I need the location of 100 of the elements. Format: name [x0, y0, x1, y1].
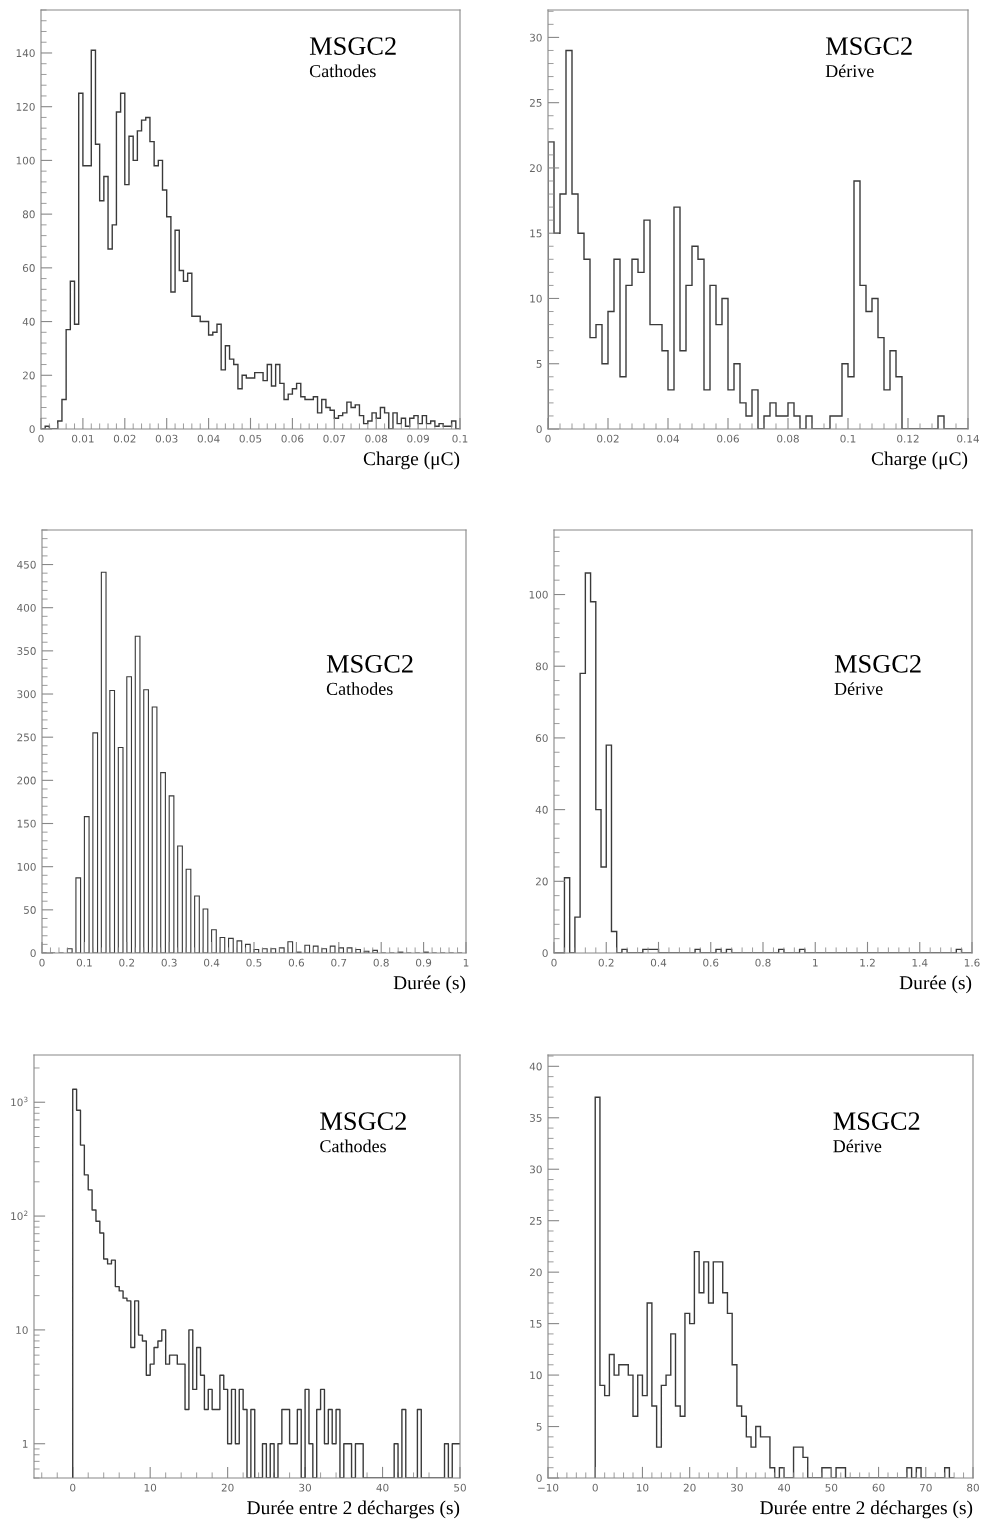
x-axis-title: Durée (s): [393, 975, 466, 994]
x-tick-label: 1.6: [964, 958, 980, 967]
text: Dérive: [825, 64, 874, 78]
x-tick-label: 40: [376, 1483, 389, 1492]
x-axis-title: Durée entre 2 décharges (s): [760, 1500, 973, 1519]
y-tick-label: 120: [16, 102, 35, 111]
y-tick-label: 40: [535, 805, 548, 814]
x-tick-label: 60: [872, 1483, 885, 1492]
x-tick-label: 0.2: [598, 958, 614, 967]
x-tick-label: 0.5: [246, 958, 262, 967]
y-tick-label: 0: [30, 949, 36, 958]
y-tick-label: 30: [529, 1165, 542, 1174]
y-tick-label: 60: [22, 264, 35, 272]
x-tick-label: 0.03: [155, 434, 178, 443]
x-tick-label: 0.08: [365, 434, 388, 443]
y-tick-label: 35: [529, 1114, 542, 1122]
x-tick-label: 0: [592, 1483, 598, 1492]
x-tick-label: 50: [454, 1483, 466, 1492]
x-tick-label: 30: [299, 1483, 312, 1492]
y-tick-label: 100: [16, 156, 35, 165]
x-tick-label: −10: [538, 1483, 559, 1492]
y-tick-label: 5: [536, 1422, 542, 1431]
y-tick-label: 20: [535, 877, 548, 886]
y-tick-label: 10$^{2}$: [11, 1210, 28, 1221]
y-tick-label: 5: [536, 360, 542, 368]
x-axis-title: Charge (μC): [871, 451, 968, 470]
y-tick-label: 150: [17, 819, 36, 828]
y-tick-label: 0: [542, 949, 548, 958]
y-tick-label: 40: [22, 317, 35, 326]
x-tick-label: 0.08: [777, 434, 799, 443]
text: MSGC2: [825, 37, 912, 55]
y-tick-label: 100: [17, 862, 36, 871]
x-tick-label: 50: [825, 1483, 838, 1492]
x-axis-title: Durée (s): [899, 975, 972, 994]
y-tick-label: 250: [17, 733, 36, 742]
y-tick-label: 30: [529, 33, 542, 42]
x-tick-label: 1: [813, 958, 818, 967]
y-tick-label: 20: [529, 164, 542, 173]
x-tick-label: 0.1: [452, 434, 468, 443]
x-tick-label: 0.3: [161, 958, 177, 967]
x-tick-label: 0.05: [239, 434, 262, 443]
y-tick-label: 25: [529, 1216, 542, 1225]
x-tick-label: 0: [70, 1483, 76, 1492]
text: Cathodes: [320, 1139, 386, 1153]
x-axis-title: Charge (μC): [363, 451, 460, 470]
y-tick-label: 80: [535, 662, 548, 671]
x-tick-label: 0.6: [703, 958, 719, 967]
y-tick-label: 100: [529, 590, 548, 599]
x-tick-label: 0.9: [416, 958, 432, 967]
x-tick-label: 1: [463, 958, 469, 967]
x-tick-label: 20: [221, 1483, 234, 1492]
x-tick-label: 0.8: [755, 958, 771, 967]
y-tick-label: 140: [16, 49, 35, 58]
y-tick-label: 25: [529, 98, 542, 107]
x-tick-label: 80: [967, 1483, 979, 1492]
x-tick-label: 0.06: [281, 434, 304, 443]
y-tick-label: 10: [530, 1371, 542, 1380]
y-tick-label: 15: [530, 229, 542, 238]
x-tick-label: 20: [683, 1483, 696, 1492]
x-tick-label: 0.04: [657, 434, 680, 443]
y-tick-label: 10: [530, 294, 542, 303]
y-tick-label: 50: [23, 906, 36, 914]
x-tick-label: 30: [731, 1483, 743, 1492]
text: MSGC2: [834, 654, 921, 673]
x-tick-label: 0.2: [119, 958, 135, 967]
text: MSGC2: [833, 1112, 920, 1131]
y-tick-label: 350: [17, 647, 36, 655]
text: Dérive: [833, 1139, 882, 1153]
y-tick-label: 400: [17, 603, 36, 612]
x-tick-label: 40: [777, 1483, 791, 1492]
x-tick-label: 0.07: [323, 434, 346, 443]
x-tick-label: 0.04: [197, 434, 220, 443]
text: Dérive: [834, 682, 883, 695]
x-tick-label: 0.14: [957, 434, 980, 443]
y-tick-label: 10: [16, 1326, 28, 1335]
y-tick-label: 0: [536, 425, 542, 434]
text: MSGC2: [309, 37, 396, 55]
y-tick-label: 300: [17, 690, 36, 699]
x-tick-label: 70: [920, 1483, 932, 1492]
y-tick-label: 1: [22, 1440, 28, 1448]
y-tick-label: 0: [29, 425, 35, 434]
y-tick-label: 200: [17, 776, 36, 785]
x-tick-label: 0: [38, 434, 44, 443]
y-tick-label: 20: [22, 371, 35, 380]
x-tick-label: 10: [636, 1483, 649, 1492]
y-tick-label: 40: [529, 1062, 542, 1071]
y-tick-label: 15: [530, 1319, 542, 1328]
text: Cathodes: [309, 64, 376, 78]
x-tick-label: 0.12: [897, 434, 919, 443]
x-tick-label: 0.02: [113, 434, 136, 443]
x-tick-label: 0.06: [717, 434, 739, 443]
y-tick-label: 80: [22, 210, 35, 219]
y-tick-label: 10$^{3}$: [11, 1096, 28, 1107]
x-tick-label: 0.8: [373, 958, 389, 967]
x-tick-label: 0: [39, 958, 45, 967]
text: MSGC2: [320, 1112, 406, 1131]
y-tick-label: 0: [536, 1474, 542, 1483]
x-tick-label: 0: [551, 958, 557, 967]
y-tick-label: 450: [17, 560, 36, 569]
x-tick-label: 0.02: [597, 434, 619, 443]
